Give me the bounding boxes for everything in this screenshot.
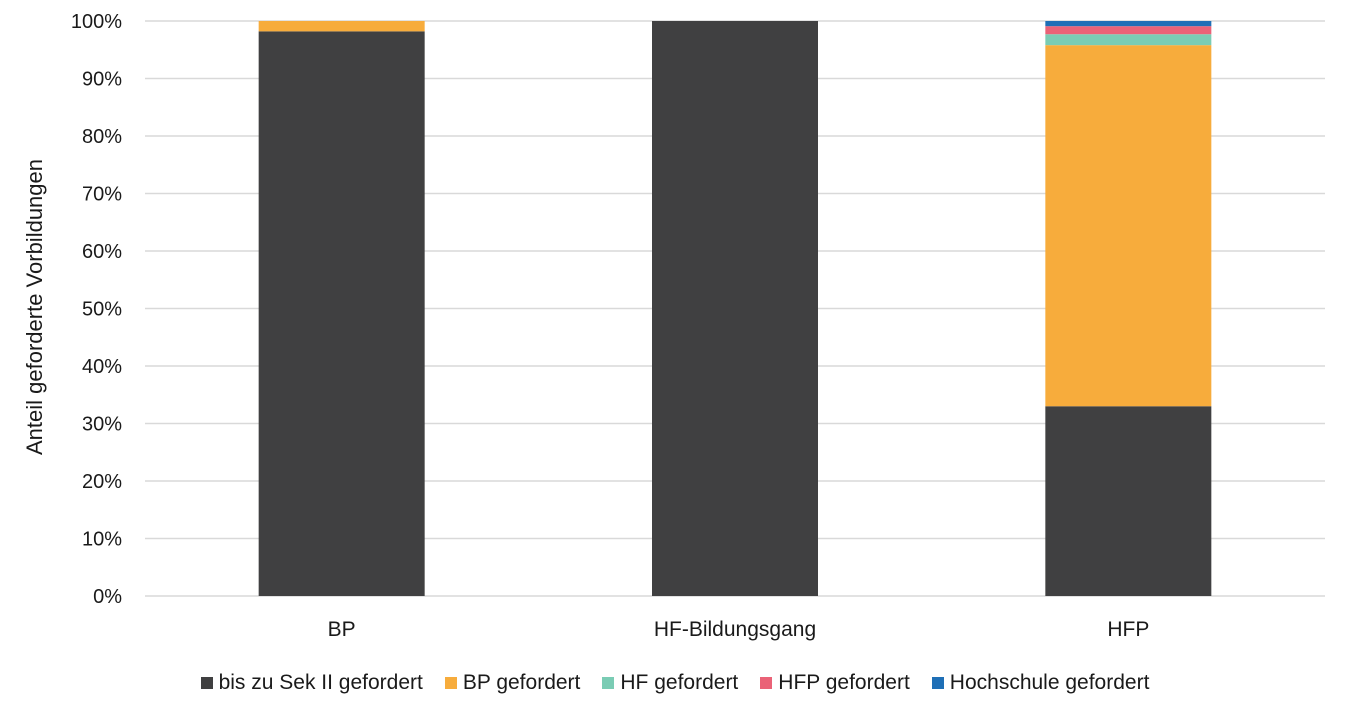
legend-item: BP gefordert: [444, 671, 581, 695]
x-category-label: BP: [328, 618, 356, 641]
bar-segment: [258, 31, 425, 597]
legend-item: Hochschule gefordert: [931, 671, 1150, 695]
y-tick-label: 10%: [82, 529, 122, 551]
legend-swatch: [602, 677, 615, 689]
x-axis-categories: BP HF-Bildungsgang HFP: [328, 618, 1150, 641]
bar-segment: [1045, 21, 1212, 27]
bar-segment: [1045, 34, 1212, 46]
y-tick-label: 50%: [82, 299, 122, 321]
y-axis-ticks: 0% 10% 20% 30% 40% 50% 60% 70% 80% 90% 100%: [71, 11, 122, 608]
y-axis-title: Anteil geforderte Vorbildungen: [22, 159, 47, 455]
y-tick-label: 90%: [82, 69, 122, 91]
y-tick-label: 70%: [82, 184, 122, 206]
legend-swatch: [931, 677, 944, 689]
bar-segment: [1045, 406, 1212, 596]
bar-segment: [1045, 26, 1212, 35]
legend-item: bis zu Sek II gefordert: [200, 671, 423, 695]
legend-swatch: [760, 677, 773, 689]
legend-label: HFP gefordert: [778, 671, 910, 694]
y-tick-label: 0%: [93, 586, 122, 608]
legend-label: Hochschule gefordert: [949, 671, 1150, 694]
legend-label: HF gefordert: [620, 671, 739, 694]
x-category-label: HF-Bildungsgang: [654, 618, 816, 641]
y-tick-label: 40%: [82, 356, 122, 378]
legend-item: HF gefordert: [602, 671, 738, 695]
legend-label: bis zu Sek II gefordert: [218, 671, 423, 694]
legend-swatch: [444, 677, 457, 689]
y-tick-label: 100%: [71, 11, 122, 33]
y-tick-label: 80%: [82, 126, 122, 148]
x-category-label: HFP: [1107, 618, 1149, 641]
bar-segment: [652, 21, 818, 596]
legend-label: BP gefordert: [462, 671, 581, 694]
legend-item: HFP gefordert: [760, 671, 910, 695]
legend-swatch: [200, 677, 213, 689]
y-tick-label: 60%: [82, 241, 122, 263]
y-tick-label: 20%: [82, 471, 122, 493]
bars: [258, 21, 1212, 597]
y-tick-label: 30%: [82, 414, 122, 436]
bar-segment: [1045, 45, 1212, 407]
legend: bis zu Sek II gefordert BP gefordert HF ge…: [0, 668, 1350, 698]
bar-segment: [258, 21, 425, 32]
